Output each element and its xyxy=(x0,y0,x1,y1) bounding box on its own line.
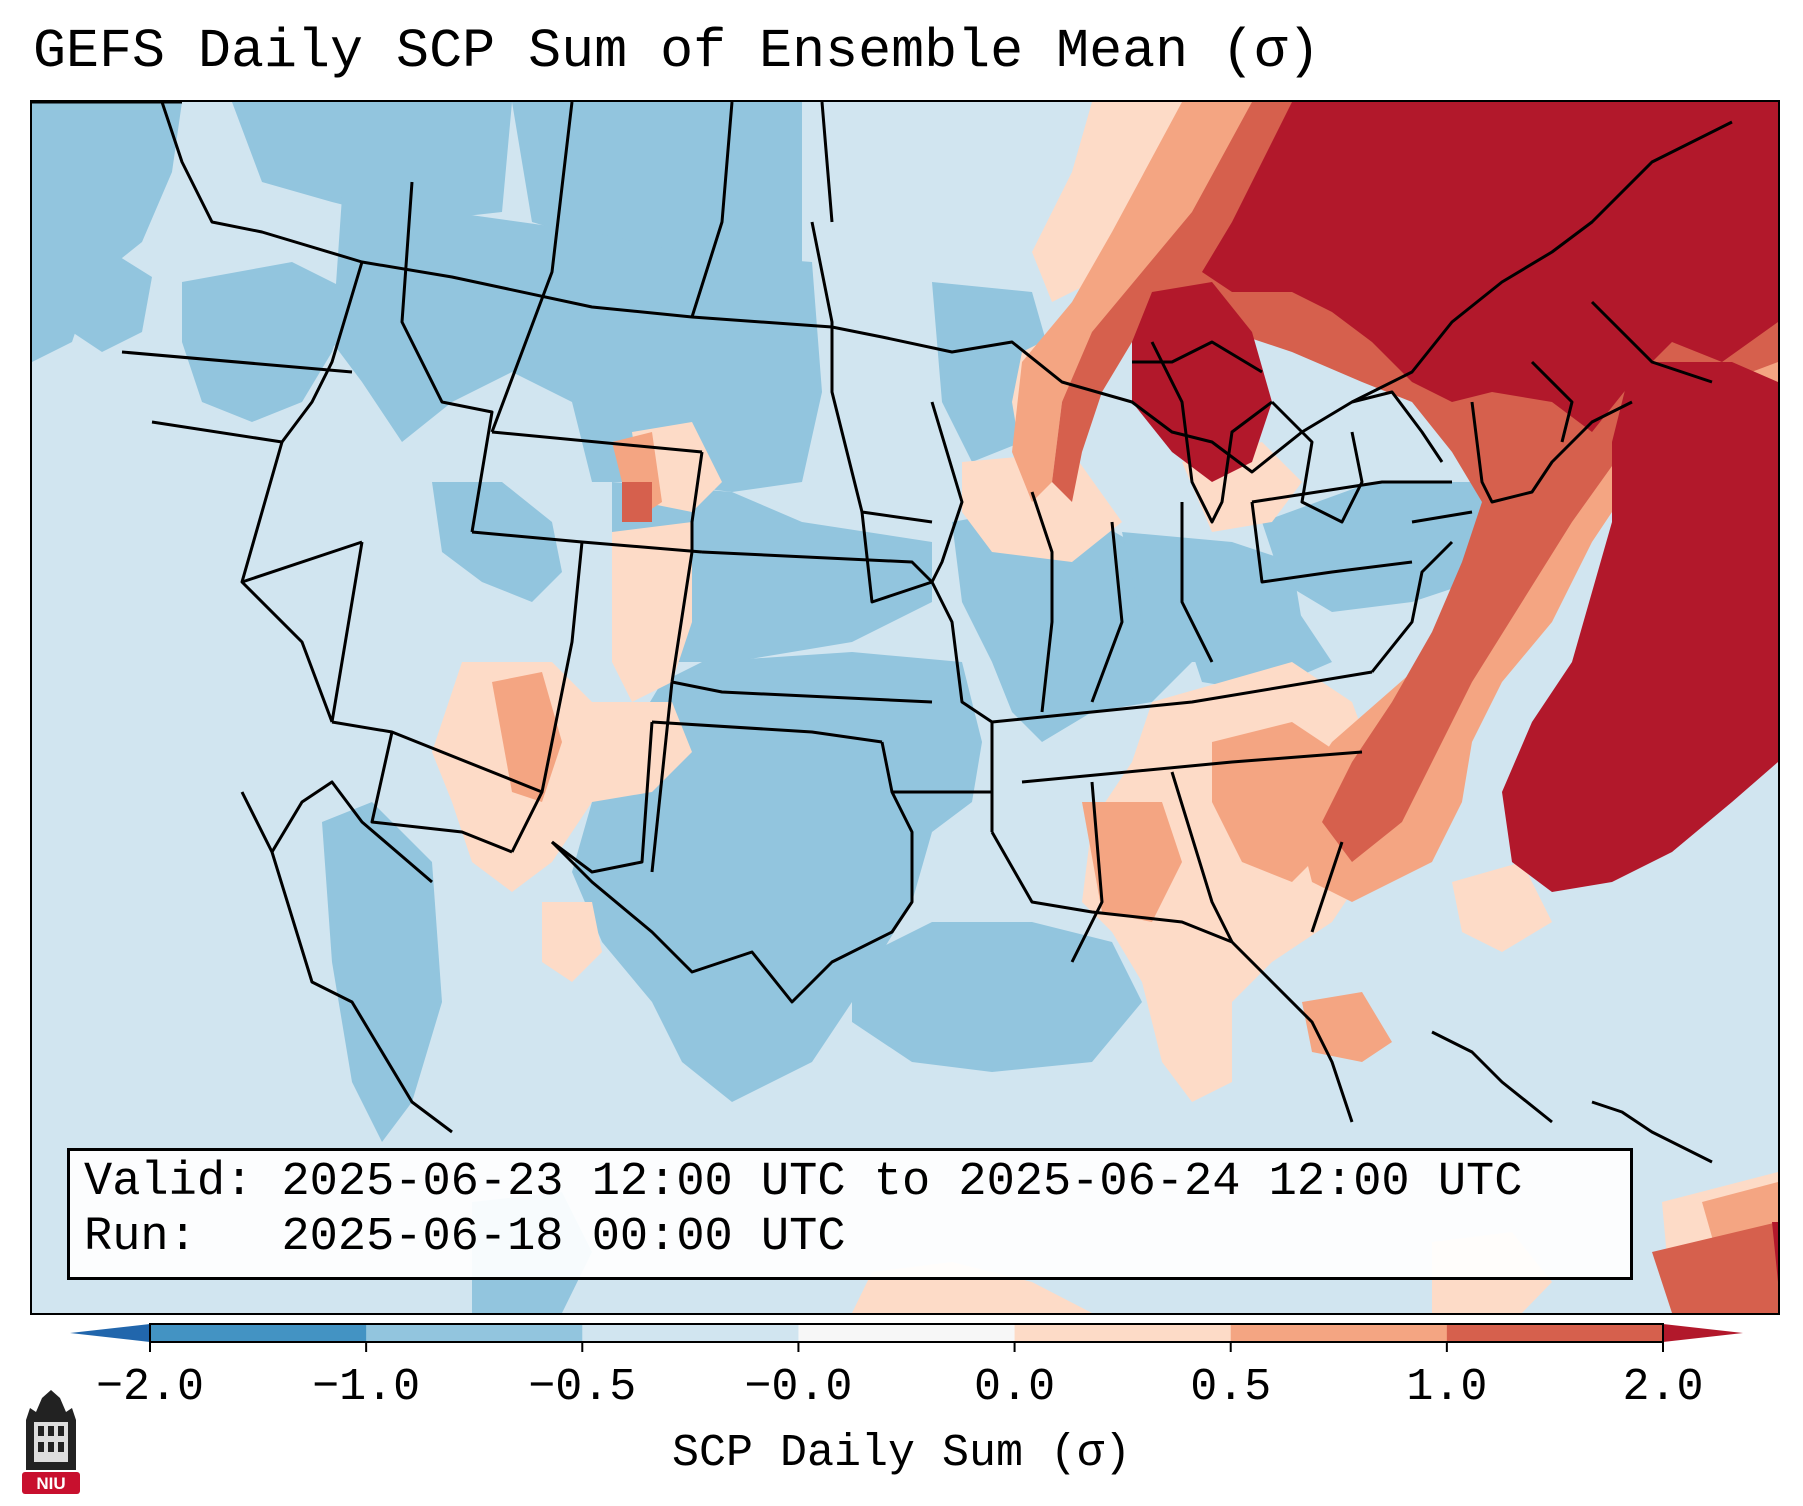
colorbar-extend-high xyxy=(1663,1324,1743,1342)
scp-field-map xyxy=(32,102,1778,1313)
run-row: Run: 2025-06-18 00:00 UTC xyxy=(84,1210,1616,1265)
niu-logo-text: NIU xyxy=(36,1474,65,1493)
colorbar-outline xyxy=(149,1323,1664,1343)
colorbar-bin xyxy=(1446,1324,1664,1342)
map-title: GEFS Daily SCP Sum of Ensemble Mean (σ) xyxy=(33,20,1321,83)
colorbar-bin xyxy=(150,1324,367,1342)
colorbar-bin xyxy=(798,1324,1016,1342)
colorbar-label: SCP Daily Sum (σ) xyxy=(671,1428,1132,1479)
colorbar-bin xyxy=(582,1324,799,1342)
colorbar-bin xyxy=(1014,1324,1232,1342)
map-panel xyxy=(30,100,1780,1315)
colorbar-tick-label: −0.5 xyxy=(528,1362,637,1413)
colorbar-ticks xyxy=(149,1342,1664,1352)
colorbar-tick-label: −0.0 xyxy=(744,1362,853,1413)
colorbar-bin xyxy=(366,1324,583,1342)
valid-row: Valid: 2025-06-23 12:00 UTC to 2025-06-2… xyxy=(84,1155,1616,1210)
colorbar-tick-label: 0.5 xyxy=(1190,1362,1272,1413)
colorbar-extend-low xyxy=(70,1324,150,1342)
valid-value: 2025-06-23 12:00 UTC to 2025-06-24 12:00… xyxy=(281,1156,1523,1209)
colorbar-tick-label: −2.0 xyxy=(95,1362,205,1413)
valid-label: Valid: xyxy=(84,1156,254,1209)
colorbar-tick-label: 0.0 xyxy=(974,1362,1056,1413)
run-info-box: Valid: 2025-06-23 12:00 UTC to 2025-06-2… xyxy=(67,1148,1633,1280)
colorbar-bins xyxy=(150,1324,1664,1342)
niu-logo: NIU xyxy=(22,1390,80,1494)
colorbar-tick-label: 2.0 xyxy=(1622,1362,1704,1413)
colorbar-tick-label: −1.0 xyxy=(312,1362,421,1413)
run-label: Run: xyxy=(84,1211,197,1264)
colorbar xyxy=(70,1323,1743,1352)
run-value: 2025-06-18 00:00 UTC xyxy=(281,1211,846,1264)
colorbar-tick-label: 1.0 xyxy=(1406,1362,1488,1413)
boundary-lines xyxy=(32,102,1733,1164)
field-extreme-positive-regions xyxy=(1132,102,1778,1282)
colorbar-bin xyxy=(1230,1324,1448,1342)
